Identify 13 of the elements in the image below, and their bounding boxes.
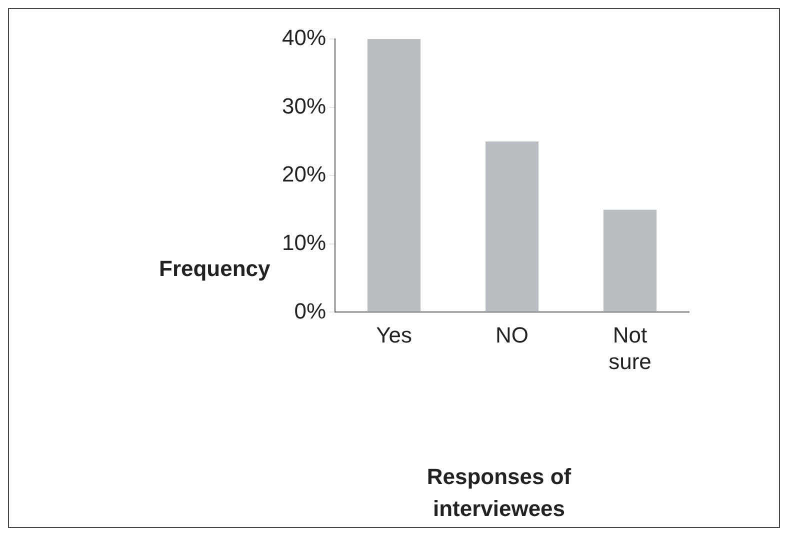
x-tick-label: Not sure: [608, 322, 652, 374]
bar: [603, 210, 657, 312]
x-tick-label: Yes: [376, 322, 412, 348]
y-tick-label: 40%: [282, 25, 326, 50]
x-tick-label: NO: [496, 322, 529, 348]
bar: [485, 141, 539, 312]
y-tick-label: 0%: [294, 298, 326, 324]
y-tick-label: 20%: [282, 162, 326, 187]
y-axis-title: Frequency: [159, 256, 270, 282]
x-axis-title: Responses of interviewees: [426, 463, 572, 523]
y-tick-label: 30%: [282, 93, 326, 118]
y-tick-label: 10%: [282, 230, 326, 255]
bar: [367, 39, 421, 312]
